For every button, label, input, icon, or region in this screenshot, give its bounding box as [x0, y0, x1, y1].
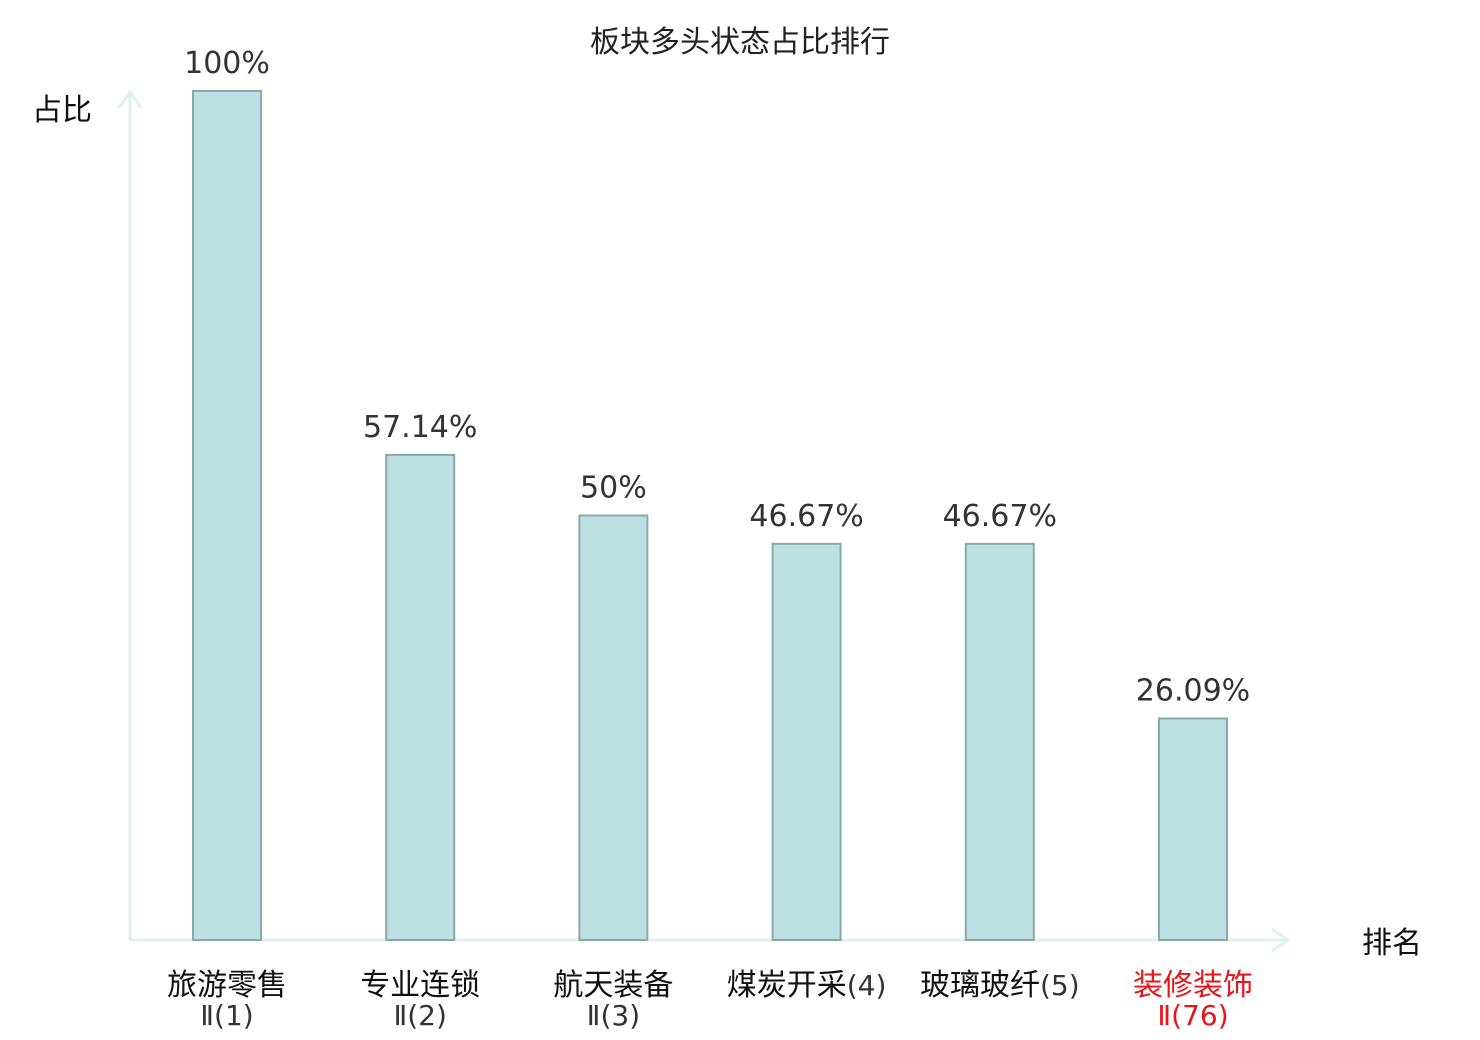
y-axis [117, 89, 143, 940]
x-axis-label: 排名 [1362, 926, 1422, 961]
bar-value-label: 46.67% [749, 499, 863, 534]
y-axis-label: 占比 [32, 93, 92, 128]
x-tick-rank: Ⅱ(2) [393, 999, 446, 1032]
chart-title: 板块多头状态占比排行 [590, 25, 890, 60]
x-tick-label: 煤炭开采(4) [727, 968, 887, 1003]
bar-4 [771, 542, 842, 941]
x-tick-label: 专业连锁 [360, 968, 480, 1003]
x-tick-rank: Ⅱ(3) [587, 999, 640, 1032]
x-tick-rank: Ⅱ(1) [200, 999, 253, 1032]
x-tick-rank: Ⅱ(76) [1157, 999, 1228, 1032]
bar-2 [385, 453, 456, 941]
bar-1 [192, 90, 262, 941]
bar-value-label: 100% [184, 46, 270, 81]
x-tick-label: 玻璃玻纤(5) [920, 968, 1080, 1003]
x-tick-rank: (4) [847, 969, 887, 1002]
bar-value-label: 26.09% [1136, 674, 1250, 709]
bar-6 [1158, 717, 1228, 941]
bar-value-label: 57.14% [363, 410, 477, 445]
x-tick-label: 装修装饰 [1133, 968, 1253, 1003]
bar-value-label: 46.67% [943, 499, 1057, 534]
x-tick-name: 玻璃玻纤 [920, 968, 1040, 1003]
x-axis [130, 927, 1291, 953]
bar-5 [964, 542, 1035, 941]
x-tick-rank: (5) [1040, 969, 1080, 1002]
x-tick-label: 旅游零售 [167, 968, 287, 1003]
x-tick-name: 煤炭开采 [727, 968, 847, 1003]
x-tick-label: 航天装备 [553, 968, 673, 1003]
bar-3 [578, 514, 649, 941]
bar-value-label: 50% [580, 471, 647, 506]
